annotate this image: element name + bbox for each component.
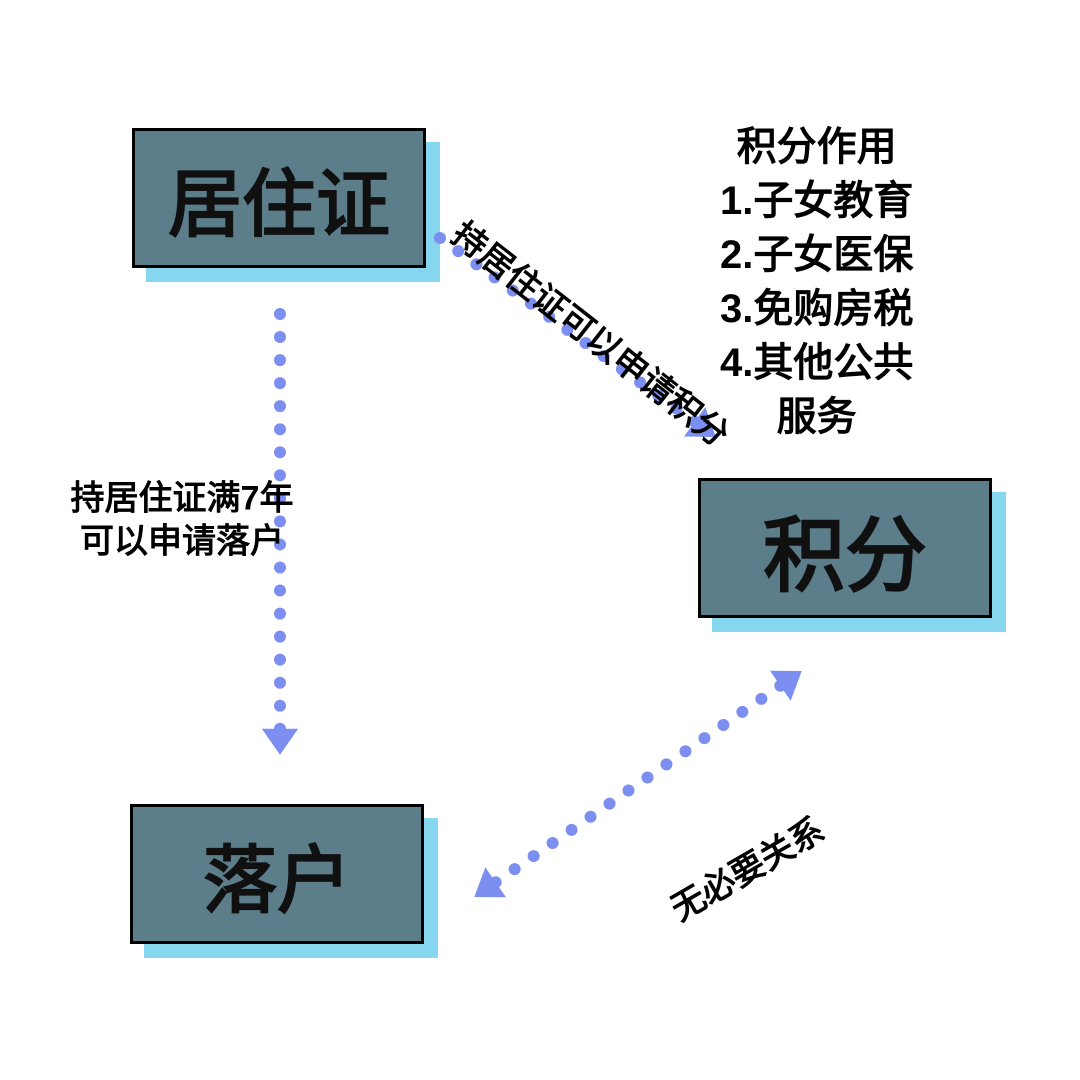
node-box: 积分 xyxy=(698,478,992,618)
edge-label-points-settle: 无必要关系 xyxy=(664,809,832,931)
node-label: 积分 xyxy=(763,489,927,608)
edge-label-permit-to-settle: 持居住证满7年可以申请落户 xyxy=(71,478,294,563)
node-residence-permit: 居住证 xyxy=(132,128,426,268)
benefits-title: 积分作用 xyxy=(720,120,913,174)
node-box: 居住证 xyxy=(132,128,426,268)
node-box: 落户 xyxy=(130,804,424,944)
node-points: 积分 xyxy=(698,478,992,618)
benefits-block: 积分作用 1.子女教育 2.子女医保 3.免购房税 4.其他公共服务 xyxy=(720,120,913,444)
edge-label-permit-to-points: 持居住证可以申请积分 xyxy=(443,214,737,457)
benefits-item: 1.子女教育 xyxy=(720,174,913,228)
node-settle: 落户 xyxy=(130,804,424,944)
node-label: 落户 xyxy=(203,821,351,928)
benefits-item: 2.子女医保 xyxy=(720,228,913,282)
node-label: 居住证 xyxy=(168,145,390,252)
benefits-item: 4.其他公共服务 xyxy=(720,336,913,444)
benefits-item: 3.免购房税 xyxy=(720,282,913,336)
